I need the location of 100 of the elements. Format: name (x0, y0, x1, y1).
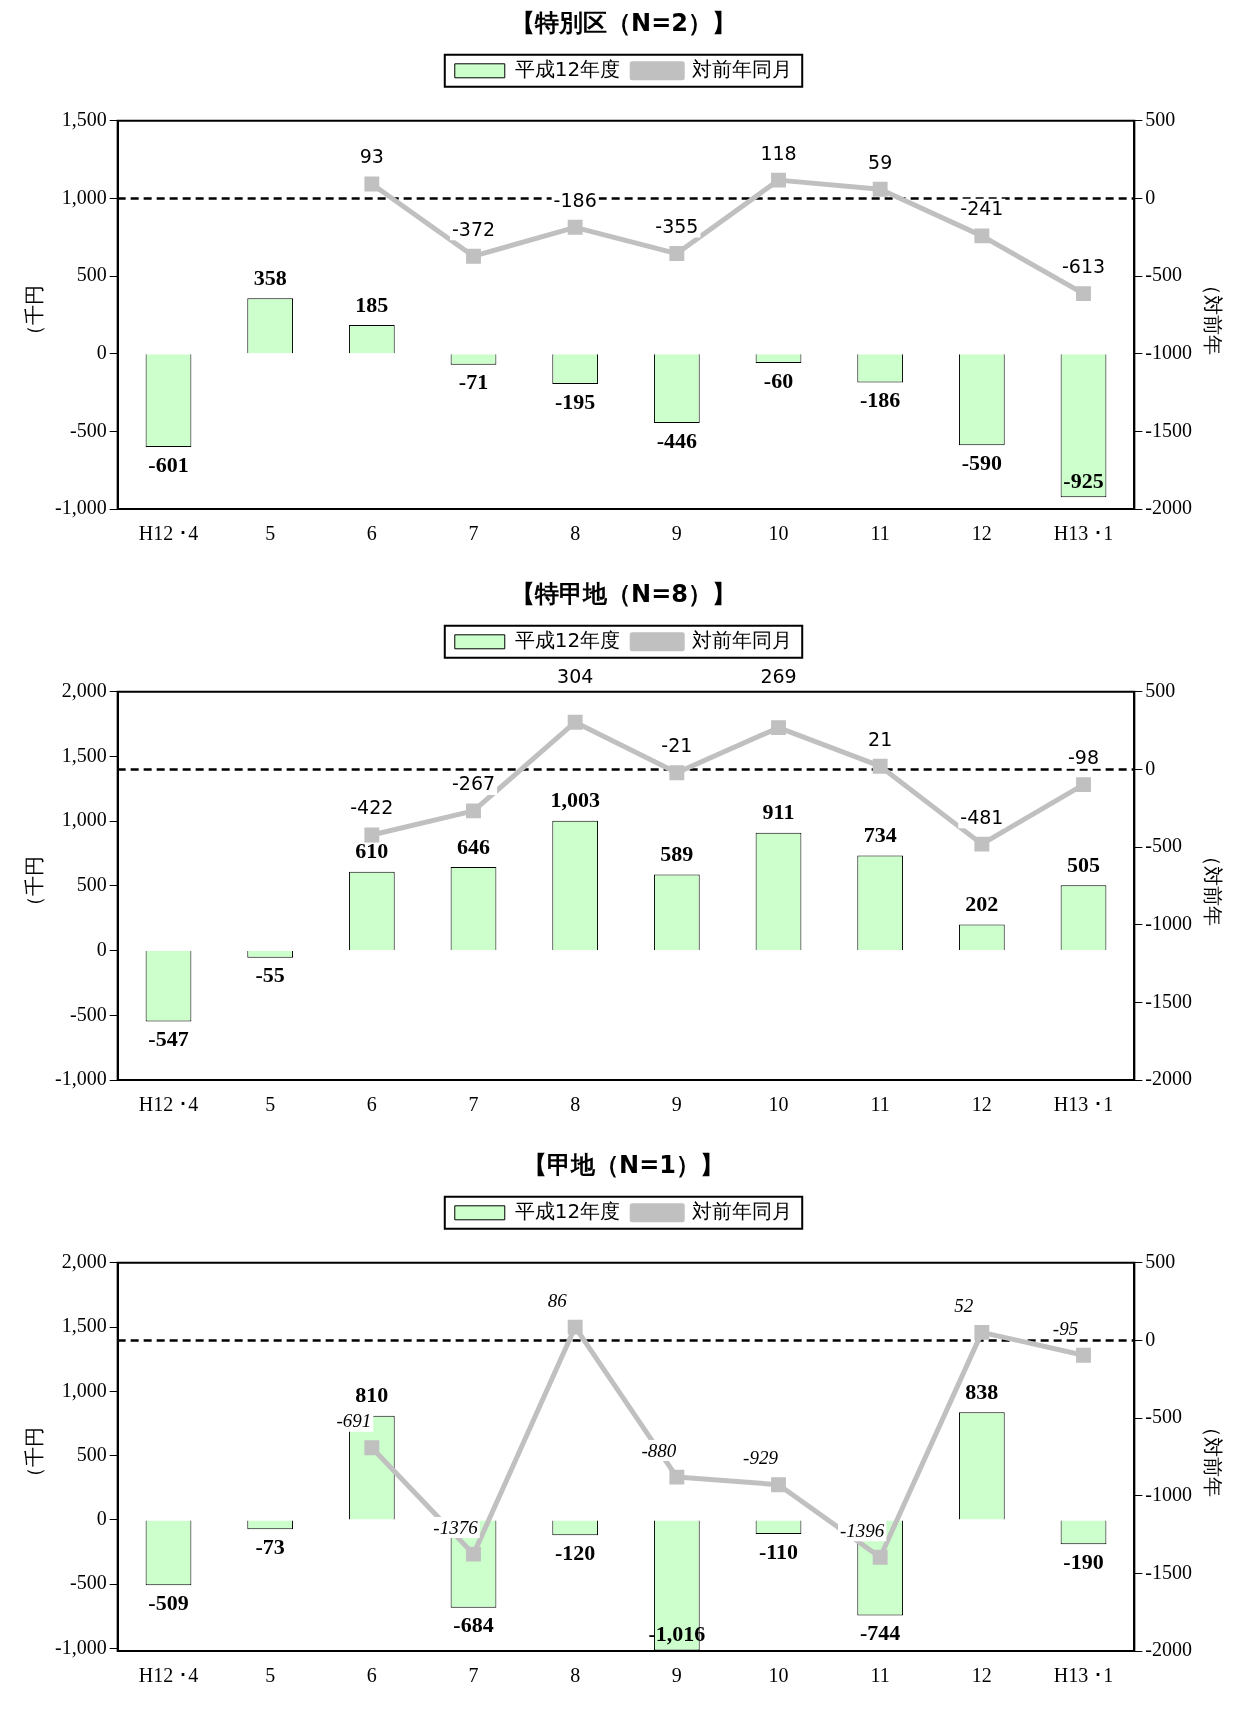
data-label: -195 (555, 388, 596, 414)
point (466, 1546, 481, 1562)
y2-tick-label: -2000 (1145, 1067, 1193, 1090)
point (669, 1469, 685, 1485)
data-label: -1376 (433, 1516, 479, 1538)
x-tick-label: 7 (468, 1664, 479, 1687)
x-tick-label: 8 (570, 1093, 581, 1116)
y-tick-label: 2,000 (61, 679, 107, 702)
data-label: -73 (255, 1533, 285, 1559)
y-tick-label: -500 (69, 1002, 107, 1025)
point (872, 758, 888, 774)
data-label: -95 (1052, 1317, 1079, 1339)
legend-label: 平成12年度 (514, 628, 621, 652)
point (567, 219, 583, 235)
point (1076, 286, 1091, 302)
x-tick-label: H13 ･1 (1053, 522, 1114, 545)
y-tick-label: 500 (76, 1442, 107, 1465)
point (567, 1319, 583, 1335)
point (364, 176, 380, 192)
y-tick-label: -1,000 (54, 1635, 107, 1658)
y2-tick-label: -1000 (1145, 911, 1193, 934)
x-tick-label: H12 ･4 (138, 1093, 199, 1116)
y-tick-label: -1,000 (54, 1067, 107, 1090)
y-tick-label: -500 (69, 1571, 107, 1594)
y2-tick-label: -500 (1145, 263, 1183, 286)
y2-tick-label: 0 (1145, 756, 1156, 779)
x-tick-label: H12 ･4 (138, 522, 199, 545)
y2-tick-label: 500 (1145, 1250, 1176, 1273)
data-label: -60 (763, 367, 794, 393)
y2-tick-label: -2000 (1145, 1638, 1193, 1661)
x-tick-label: H12 ･4 (138, 1664, 199, 1687)
data-label: -241 (960, 197, 1004, 220)
data-label: 505 (1067, 851, 1101, 877)
y-tick-label: 1,000 (61, 808, 107, 831)
x-tick-label: 11 (870, 1093, 890, 1116)
y-tick-label: 500 (76, 873, 107, 896)
data-label: 304 (557, 665, 594, 688)
data-label: 1,003 (550, 787, 600, 813)
data-label: 838 (965, 1378, 999, 1404)
point (567, 714, 583, 730)
data-label: -186 (860, 387, 901, 413)
data-label: -613 (1061, 255, 1106, 278)
y-tick-label: 0 (96, 340, 107, 363)
point (974, 1324, 990, 1340)
data-label: -186 (553, 188, 597, 211)
legend-label: 対前年同月 (692, 628, 793, 652)
data-label: -21 (661, 734, 693, 757)
data-label: 646 (457, 833, 490, 859)
x-tick-label: H13 ･1 (1053, 1093, 1114, 1116)
point (872, 181, 888, 197)
data-label: -110 (758, 1538, 799, 1564)
x-tick-label: 5 (265, 1093, 276, 1116)
data-label: -55 (255, 962, 285, 988)
y2-tick-label: -1500 (1145, 1560, 1193, 1583)
data-label: -71 (458, 369, 489, 395)
y2-tick-label: -1000 (1145, 1482, 1193, 1505)
data-label: -120 (555, 1540, 596, 1565)
y2-tick-label: -2000 (1145, 496, 1193, 519)
data-label: 911 (762, 799, 795, 825)
y-tick-label: 1,500 (61, 1314, 107, 1337)
y2-tick-label: 0 (1145, 185, 1156, 208)
chart-title: 【特別区（N=2）】 (511, 8, 736, 37)
x-tick-label: 6 (366, 1664, 377, 1687)
point (974, 228, 990, 244)
data-label: 269 (760, 665, 797, 688)
data-label: -355 (655, 215, 699, 237)
point (771, 172, 786, 188)
data-label: 52 (954, 1294, 974, 1316)
chart-title: 【甲地（N=1）】 (523, 1150, 724, 1179)
x-tick-label: 8 (570, 1664, 581, 1687)
legend-label: 平成12年度 (514, 57, 621, 81)
y2-tick-label: -500 (1145, 1405, 1183, 1428)
data-label: -880 (641, 1439, 677, 1461)
data-label: 86 (547, 1289, 568, 1311)
x-tick-label: 5 (265, 522, 276, 545)
legend-label: 対前年同月 (692, 1199, 793, 1223)
y-tick-label: 1,000 (61, 1378, 107, 1401)
legend-label: 対前年同月 (692, 57, 793, 81)
y-tick-label: 1,500 (61, 108, 107, 131)
data-label: 358 (253, 264, 287, 290)
y-axis-title: （千円 (22, 1426, 47, 1487)
data-label: 118 (760, 141, 797, 164)
x-tick-label: 7 (468, 522, 479, 545)
point (771, 1477, 786, 1493)
x-tick-label: 6 (366, 522, 377, 545)
data-label: -372 (451, 217, 496, 240)
data-label: 610 (355, 838, 389, 864)
data-label: 21 (868, 727, 893, 750)
data-label: -98 (1067, 746, 1100, 769)
y-axis-title: （千円 (22, 855, 47, 916)
data-label: -929 (743, 1447, 779, 1469)
y-tick-label: 500 (76, 263, 107, 286)
point (669, 246, 685, 262)
x-tick-label: 7 (468, 1093, 479, 1116)
y2-tick-label: -1000 (1145, 340, 1193, 363)
point (771, 720, 786, 736)
x-tick-label: 6 (366, 1093, 377, 1116)
point (1076, 1347, 1091, 1363)
data-label: 202 (965, 891, 999, 917)
data-label: -601 (148, 451, 189, 477)
